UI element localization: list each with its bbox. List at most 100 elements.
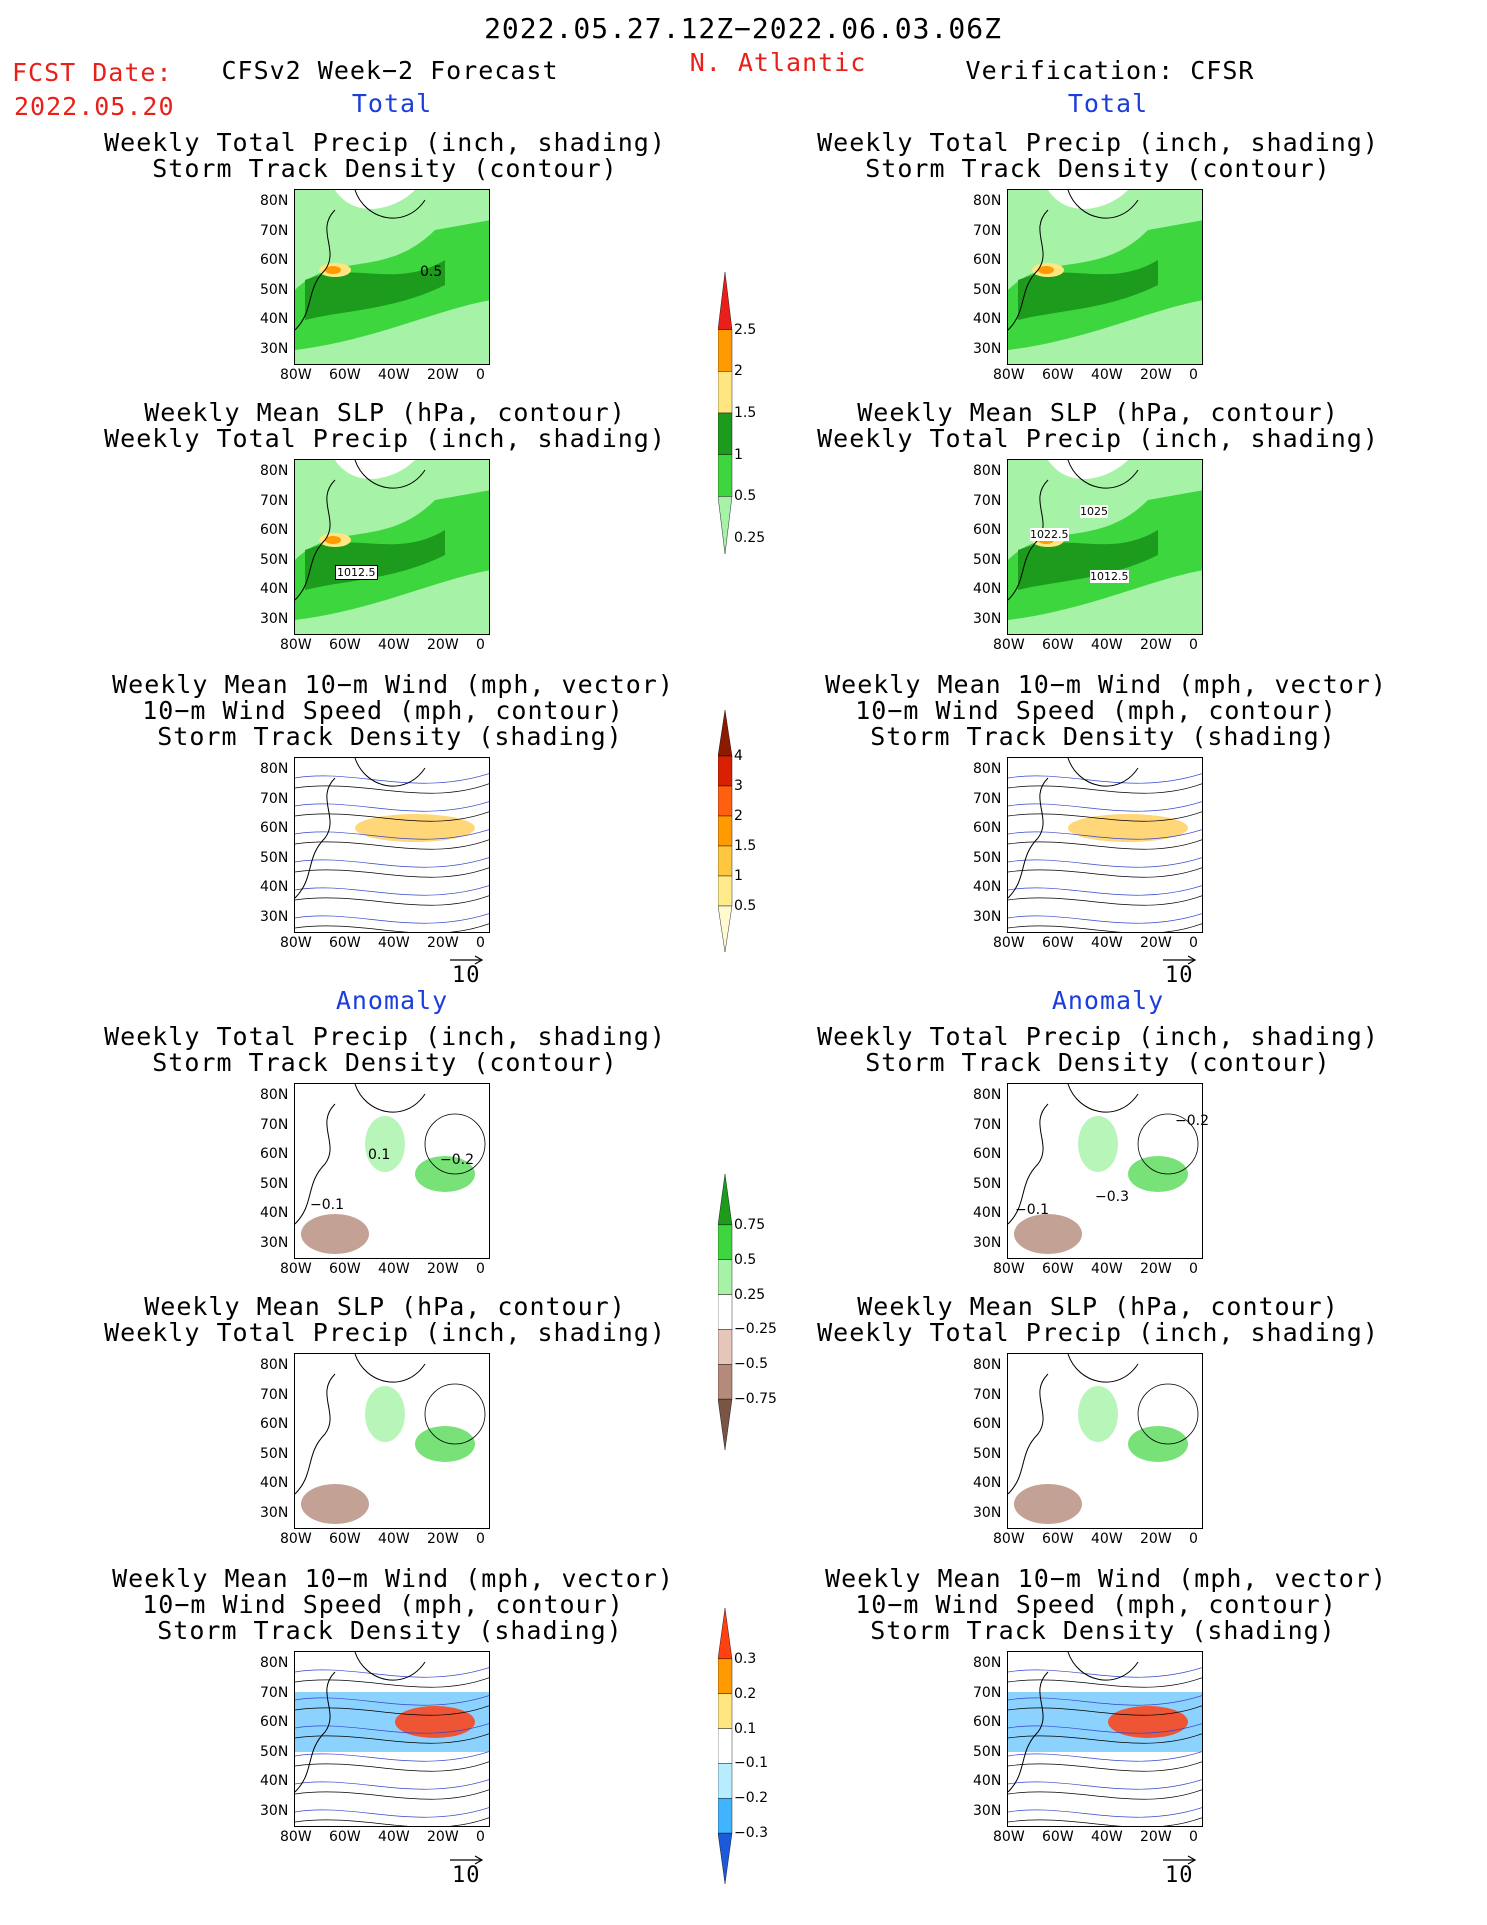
title-fc-total-3-l2: 10−m Wind Speed (mph, contour)	[142, 696, 624, 725]
lat-tick-label: 40N	[260, 1205, 289, 1221]
lon-tick-label: 40W	[378, 1531, 410, 1547]
lon-tick-label: 20W	[427, 935, 459, 951]
title-fc-total-1-l2: Storm Track Density (contour)	[152, 154, 618, 183]
lat-tick-label: 80N	[973, 1087, 1002, 1103]
fcst-date-value: 2022.05.20	[14, 92, 175, 121]
lon-tick-label: 80W	[280, 1531, 312, 1547]
vector-ref-label: 10	[452, 1863, 481, 1888]
lat-tick-label: 30N	[260, 908, 289, 925]
lon-tick-label: 80W	[280, 1829, 312, 1845]
lat-tick-label: 80N	[260, 1087, 289, 1103]
lat-tick-label: 60N	[260, 1416, 289, 1432]
lon-tick-label: 20W	[1140, 367, 1172, 383]
colorbar-swatch	[718, 371, 733, 414]
colorbar-tick-label: 1.5	[734, 838, 757, 854]
colorbar-swatch	[718, 785, 733, 817]
contour-label: −0.2	[1175, 1113, 1209, 1129]
lon-tick-label: 80W	[993, 935, 1025, 951]
map-fc-total-slp	[294, 459, 490, 635]
lat-tick-label: 70N	[260, 492, 289, 509]
colorbar-swatch	[718, 1607, 733, 1660]
lat-tick-label: 80N	[260, 761, 289, 777]
lat-tick-label: 30N	[260, 1802, 289, 1819]
colorbar-swatch	[718, 1798, 733, 1834]
colorbar-tick-label: 2	[734, 363, 743, 380]
lat-tick-label: 30N	[973, 610, 1002, 627]
lon-tick-label: 80W	[993, 1261, 1025, 1277]
lat-tick-label: 40N	[973, 1205, 1002, 1221]
lon-tick-label: 80W	[280, 1261, 312, 1277]
lon-tick-label: 40W	[378, 1261, 410, 1277]
colorbar-tick-label: −0.3	[734, 1825, 768, 1842]
map-field	[1008, 1652, 1202, 1826]
colorbar-swatch	[718, 1832, 733, 1885]
total-label-left: Total	[351, 89, 433, 118]
lon-tick-label: 80W	[993, 637, 1025, 653]
map-fc-total-precip	[294, 189, 490, 365]
lon-tick-label: 60W	[329, 1829, 361, 1845]
contour-label: −0.1	[310, 1197, 344, 1213]
lat-tick-label: 30N	[973, 1234, 1002, 1251]
lat-tick-label: 70N	[973, 790, 1002, 807]
map-field	[295, 460, 489, 634]
lat-tick-label: 70N	[260, 790, 289, 807]
colorbar-storm-total: 4 3 2 1.5 1 0.5	[718, 706, 778, 956]
colorbar-swatch	[718, 1398, 733, 1451]
colorbar-tick-label: 2	[734, 808, 743, 824]
title-fc-total-2-l1: Weekly Mean SLP (hPa, contour)	[144, 398, 626, 427]
map-fc-total-wind	[294, 757, 490, 933]
lat-tick-label: 70N	[260, 1386, 289, 1403]
lat-tick-label: 40N	[973, 311, 1002, 327]
colorbar-swatch	[718, 412, 733, 455]
colorbar-swatch	[718, 845, 733, 877]
lat-tick-label: 50N	[260, 1175, 289, 1192]
lon-tick-label: 0	[1189, 1261, 1198, 1277]
lon-tick-label: 80W	[280, 935, 312, 951]
map-ob-total-slp	[1007, 459, 1203, 635]
lat-tick-label: 40N	[973, 1475, 1002, 1491]
colorbar-swatch	[718, 1224, 733, 1260]
lon-tick-label: 80W	[280, 637, 312, 653]
lon-tick-label: 40W	[1091, 1531, 1123, 1547]
colorbar-swatch	[718, 454, 733, 497]
contour-label: 1012.5	[1090, 570, 1129, 583]
colorbar-swatches	[718, 271, 733, 555]
lon-tick-label: 80W	[993, 1531, 1025, 1547]
colorbar-swatch	[718, 1259, 733, 1295]
lat-tick-label: 40N	[260, 311, 289, 327]
lat-tick-label: 60N	[260, 522, 289, 538]
colorbar-tick-label: 0.5	[734, 898, 757, 914]
lon-tick-label: 20W	[1140, 1531, 1172, 1547]
lat-tick-label: 50N	[260, 1743, 289, 1760]
lon-tick-label: 40W	[1091, 637, 1123, 653]
lat-tick-label: 70N	[973, 222, 1002, 239]
title-fc-anom-3-l2: 10−m Wind Speed (mph, contour)	[142, 1590, 624, 1619]
lon-tick-label: 0	[476, 1261, 485, 1277]
lat-tick-label: 60N	[973, 820, 1002, 836]
title-fc-anom-2-l1: Weekly Mean SLP (hPa, contour)	[144, 1292, 626, 1321]
fcst-date-label: FCST Date:	[12, 58, 173, 87]
lat-tick-label: 40N	[260, 1475, 289, 1491]
colorbar-swatches	[718, 1607, 733, 1885]
title-fc-total-2-l2: Weekly Total Precip (inch, shading)	[104, 424, 666, 453]
lat-tick-label: 50N	[973, 551, 1002, 568]
map-ob-total-precip	[1007, 189, 1203, 365]
contour-label: −0.2	[440, 1152, 474, 1168]
title-ob-total-2-l1: Weekly Mean SLP (hPa, contour)	[857, 398, 1339, 427]
lat-tick-label: 80N	[973, 761, 1002, 777]
lat-tick-label: 80N	[260, 193, 289, 209]
colorbar-swatch	[718, 1763, 733, 1799]
lat-tick-label: 70N	[973, 492, 1002, 509]
lon-tick-label: 40W	[1091, 1261, 1123, 1277]
lon-tick-label: 0	[476, 1531, 485, 1547]
title-ob-anom-1-l2: Storm Track Density (contour)	[865, 1048, 1331, 1077]
colorbar-tick-label: 4	[734, 748, 743, 764]
lat-tick-label: 70N	[260, 222, 289, 239]
title-fc-anom-3-l3: Storm Track Density (shading)	[157, 1616, 623, 1645]
right-column-title: Verification: CFSR	[965, 56, 1255, 85]
title-ob-anom-2-l2: Weekly Total Precip (inch, shading)	[817, 1318, 1379, 1347]
colorbar-swatch	[718, 1693, 733, 1729]
map-fc-anom-wind	[294, 1651, 490, 1827]
map-ob-total-wind	[1007, 757, 1203, 933]
lat-tick-label: 30N	[260, 340, 289, 357]
